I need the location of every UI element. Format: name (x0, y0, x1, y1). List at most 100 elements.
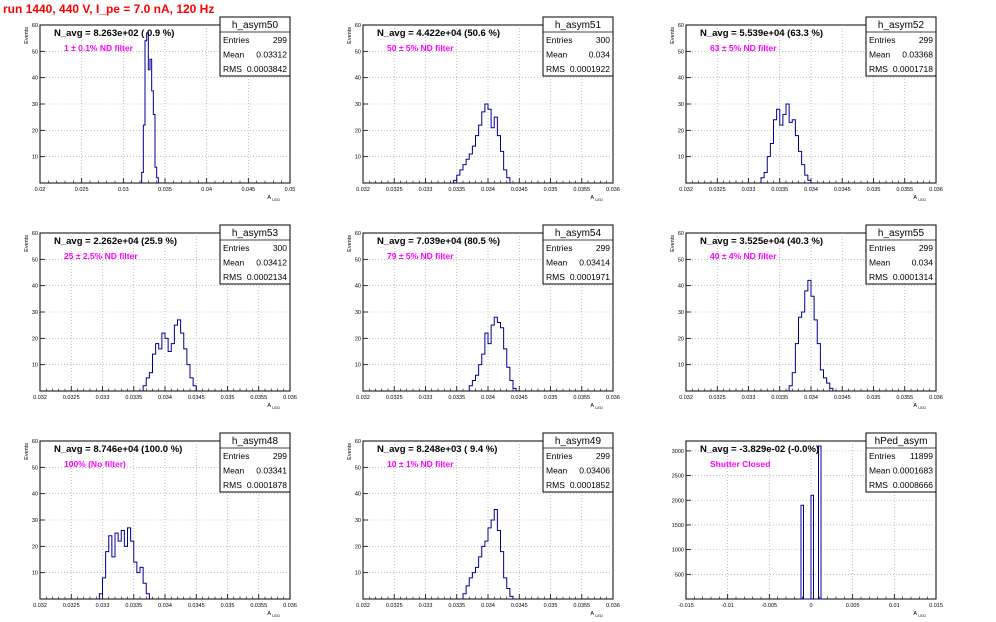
histogram-bin (494, 509, 497, 599)
navg-label: N_avg = 4.422e+04 (50.6 %) (377, 28, 500, 39)
stats-rms-value: 0.0001878 (247, 480, 287, 490)
filter-label: 10 ± 1% ND filter (387, 459, 454, 469)
x-tick-label: 0.036 (929, 187, 943, 193)
x-tick-label: 0.0355 (573, 395, 590, 401)
histogram-bin (491, 520, 494, 599)
y-tick-label: 30 (355, 102, 361, 108)
histogram-bin (488, 344, 491, 391)
stats-mean-value: 0.0001683 (893, 466, 933, 476)
y-tick-label: 10 (355, 155, 361, 161)
histogram-bin (115, 533, 118, 599)
histogram-bin (142, 172, 144, 183)
stats-entries-value: 299 (919, 243, 933, 253)
stats-box (219, 432, 291, 493)
x-tick-label: 0.025 (75, 187, 89, 193)
x-axis-title: A LED (267, 403, 280, 410)
stats-entries-label: Entries (223, 451, 249, 461)
x-tick-label: 0.0355 (573, 187, 590, 193)
histogram-bin (510, 380, 513, 391)
stats-rms-label: RMS (546, 64, 565, 74)
x-tick-label: 0.034 (481, 603, 495, 609)
histogram-bin (171, 344, 174, 391)
histogram-bin (802, 165, 805, 183)
histogram-bin (149, 373, 152, 391)
histogram-panel-h_asym48: 0.032 0.0325 0.033 0.0335 0.034 0.0345 0.035 0.… (24, 432, 297, 618)
histogram-bin (482, 354, 485, 391)
y-tick-label: 1500 (672, 523, 684, 529)
histogram-bin (146, 378, 149, 391)
stats-mean-value: 0.03312 (256, 50, 287, 60)
histogram-bin (792, 120, 795, 183)
x-tick-label: 0.015 (929, 603, 943, 609)
y-tick-label: 20 (32, 128, 38, 134)
histogram-bin (157, 178, 159, 183)
x-tick-label: 0.036 (606, 603, 620, 609)
histogram-bin (147, 33, 149, 183)
x-tick-label: 0.04 (201, 187, 212, 193)
x-tick-label: 0.0335 (125, 395, 142, 401)
histogram-bin (124, 546, 127, 599)
x-tick-label: 0.035 (221, 395, 235, 401)
histogram-bin (494, 317, 497, 391)
stats-entries-value: 299 (596, 243, 610, 253)
y-tick-label: 60 (32, 23, 38, 29)
histogram-bin (463, 165, 466, 183)
y-tick-label: 50 (32, 465, 38, 471)
x-tick-label: 0.032 (33, 603, 47, 609)
y-tick-label: 60 (355, 439, 361, 445)
histogram-bin (193, 386, 196, 391)
stats-mean-value: 0.034 (912, 258, 934, 268)
stats-mean-label: Mean (869, 50, 891, 60)
histogram-bin (472, 573, 475, 599)
x-tick-label: 0.033 (419, 187, 433, 193)
histogram-bin (476, 136, 479, 183)
stats-rms-label: RMS (869, 64, 888, 74)
stats-mean-value: 0.03341 (256, 466, 287, 476)
histogram-bin (789, 122, 792, 183)
y-tick-label: 40 (355, 76, 361, 82)
navg-label: N_avg = 8.248e+03 ( 9.4 %) (377, 444, 497, 455)
histogram-panel-h_asym49: 0.032 0.0325 0.033 0.0335 0.034 0.0345 0.035 0.… (347, 432, 620, 618)
y-tick-label: 60 (355, 23, 361, 29)
x-tick-label: 0.034 (158, 395, 172, 401)
y-tick-label: 20 (32, 336, 38, 342)
x-tick-label: 0.032 (679, 395, 693, 401)
stats-mean-label: Mean (546, 50, 568, 60)
x-tick-label: 0.035 (867, 187, 881, 193)
histogram-bin (501, 552, 504, 599)
histogram-bin (479, 125, 482, 183)
histogram-bin (131, 541, 134, 599)
y-tick-label: 30 (355, 518, 361, 524)
histogram-bin (774, 120, 777, 183)
stats-box-title: h_asym50 (232, 20, 279, 31)
stats-mean-label: Mean (546, 466, 568, 476)
stats-box-title: h_asym54 (555, 228, 602, 239)
x-tick-label: 0.033 (96, 603, 110, 609)
y-axis-title: Events (24, 235, 30, 252)
x-tick-label: 0.0335 (448, 603, 465, 609)
y-tick-label: 40 (355, 492, 361, 498)
histogram-bin (159, 349, 162, 391)
histogram-bin (466, 159, 469, 183)
x-tick-label: 0.034 (804, 395, 818, 401)
histogram-outline (798, 445, 824, 600)
filter-label: 50 ± 5% ND filter (387, 43, 454, 53)
navg-label: N_avg = 8.263e+02 ( 0.9 %) (54, 28, 174, 39)
stats-entries-label: Entries (223, 35, 249, 45)
stats-box (542, 16, 614, 77)
histogram-bin (156, 344, 159, 391)
x-tick-label: 0.032 (356, 603, 370, 609)
histogram-bin (479, 365, 482, 391)
stats-rms-label: RMS (869, 272, 888, 282)
x-tick-label: 0.035 (221, 603, 235, 609)
histogram-bin (504, 578, 507, 599)
stats-rms-value: 0.0001718 (893, 64, 933, 74)
histogram-bin (469, 386, 472, 391)
stats-rms-label: RMS (869, 480, 888, 490)
histogram-panel-hPed_asym: -0.015 -0.01 -0.005 0 0.005 0.01 0.015 500 1000 1… (672, 432, 943, 618)
stats-rms-label: RMS (546, 480, 565, 490)
histogram-bin (99, 594, 102, 599)
x-tick-label: 0.0355 (896, 395, 913, 401)
histogram-bin (145, 41, 147, 183)
